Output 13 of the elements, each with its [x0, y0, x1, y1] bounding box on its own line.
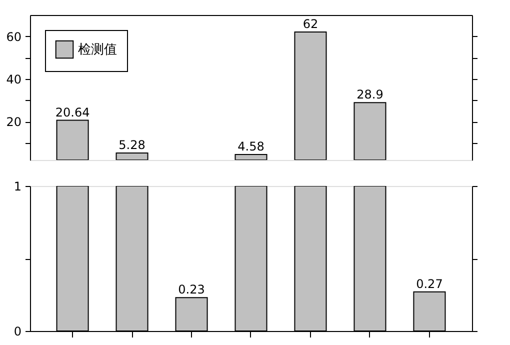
data-label: 20.64: [55, 105, 90, 120]
data-label: 62: [302, 17, 318, 32]
data-label: 4.58: [238, 140, 264, 154]
y-tick-label: 1: [14, 180, 22, 194]
y-tick-label: 0: [14, 324, 22, 338]
y-tick-label: 20: [6, 115, 22, 130]
data-label: 5.28: [118, 138, 146, 152]
legend-label: 检测值: [78, 42, 117, 58]
data-label: 0.23: [178, 282, 205, 297]
y-tick-label: 60: [6, 30, 22, 44]
y-tick-label: 40: [6, 72, 22, 86]
data-label: 28.9: [356, 88, 384, 102]
data-label: 0.27: [416, 276, 443, 291]
